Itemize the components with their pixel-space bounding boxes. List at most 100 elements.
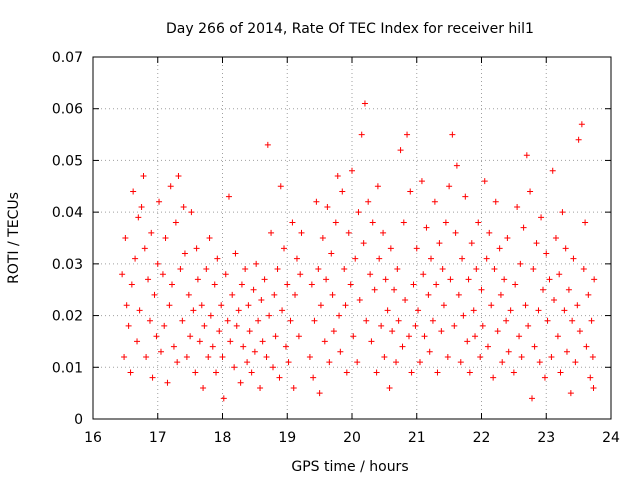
- data-point: [306, 353, 313, 360]
- data-point: [244, 359, 251, 366]
- data-point: [574, 302, 581, 309]
- data-point: [330, 328, 337, 335]
- data-point: [405, 333, 412, 340]
- data-point: [578, 121, 585, 128]
- data-point: [459, 255, 466, 262]
- data-point: [200, 384, 207, 391]
- data-point: [470, 307, 477, 314]
- data-point: [164, 379, 171, 386]
- data-point: [308, 281, 315, 288]
- data-point: [530, 266, 537, 273]
- data-point: [589, 353, 596, 360]
- data-point: [431, 198, 438, 205]
- data-point: [345, 229, 352, 236]
- data-point: [225, 193, 232, 200]
- data-point: [479, 322, 486, 329]
- data-point: [235, 307, 242, 314]
- data-point: [541, 374, 548, 381]
- data-point: [433, 281, 440, 288]
- data-point: [582, 219, 589, 226]
- y-tick-label: 0.02: [52, 309, 83, 325]
- data-point: [281, 245, 288, 252]
- data-point: [246, 328, 253, 335]
- data-point: [145, 276, 152, 283]
- data-point: [339, 188, 346, 195]
- data-point: [367, 271, 374, 278]
- data-point: [386, 384, 393, 391]
- data-point: [576, 328, 583, 335]
- data-point: [407, 188, 414, 195]
- data-point: [590, 384, 597, 391]
- data-point: [209, 343, 216, 350]
- x-axis-label: GPS time / hours: [291, 459, 408, 475]
- data-point: [412, 322, 419, 329]
- data-point: [323, 276, 330, 283]
- data-point: [272, 333, 279, 340]
- data-point: [535, 307, 542, 314]
- data-point: [274, 266, 281, 273]
- x-tick-label: 19: [278, 430, 296, 446]
- chart-title: Day 266 of 2014, Rate Of TEC Index for r…: [166, 21, 534, 37]
- data-point: [162, 235, 169, 241]
- data-point: [342, 302, 349, 309]
- data-point: [222, 271, 229, 278]
- data-point: [149, 374, 156, 381]
- axis-ticks: 16 17 18 19 20 21 22 23 24 0 0.01 0.02 0.03 0.04 0.05 0…: [52, 50, 620, 446]
- data-point: [271, 291, 278, 298]
- data-point: [156, 198, 163, 205]
- data-point: [143, 353, 150, 360]
- data-point: [415, 307, 422, 314]
- data-point: [315, 266, 322, 273]
- data-point: [134, 338, 141, 345]
- data-point: [354, 359, 361, 366]
- data-point: [446, 183, 453, 190]
- data-point: [522, 302, 529, 309]
- y-axis-label: ROTI / TECUs: [6, 192, 22, 284]
- x-tick-label: 24: [602, 430, 620, 446]
- x-tick-label: 20: [343, 430, 361, 446]
- data-point: [349, 167, 355, 174]
- data-point: [328, 250, 335, 257]
- data-point: [552, 235, 559, 241]
- data-point: [518, 353, 525, 360]
- data-point: [264, 141, 271, 148]
- data-point: [298, 229, 305, 236]
- data-point: [503, 317, 510, 324]
- data-point: [282, 343, 289, 350]
- data-point: [381, 353, 388, 360]
- data-point: [261, 276, 268, 283]
- data-point: [562, 245, 569, 252]
- data-point: [251, 348, 258, 355]
- data-point: [233, 322, 240, 329]
- data-point: [263, 353, 270, 360]
- data-point: [141, 245, 148, 252]
- data-point: [289, 219, 296, 226]
- data-point: [569, 317, 576, 324]
- data-point: [356, 297, 363, 304]
- data-point: [360, 240, 367, 247]
- data-point: [491, 266, 498, 273]
- data-point: [426, 348, 433, 355]
- data-point: [183, 353, 190, 360]
- data-point: [420, 271, 427, 278]
- data-point: [440, 302, 447, 309]
- data-point: [358, 131, 365, 138]
- data-point: [457, 359, 464, 366]
- data-point: [242, 266, 249, 273]
- plot-frame: [92, 56, 612, 420]
- data-point: [543, 250, 550, 257]
- data-point: [497, 291, 504, 298]
- grid-lines: [93, 57, 611, 419]
- data-point: [468, 240, 475, 247]
- data-point: [580, 266, 587, 273]
- data-point: [453, 162, 460, 169]
- data-point: [229, 291, 236, 298]
- data-point: [268, 229, 275, 236]
- data-point: [548, 353, 555, 360]
- data-point: [514, 203, 521, 210]
- data-point: [427, 255, 434, 262]
- data-point: [583, 343, 590, 350]
- data-point: [525, 322, 532, 329]
- data-point: [148, 229, 155, 236]
- data-point: [473, 266, 480, 273]
